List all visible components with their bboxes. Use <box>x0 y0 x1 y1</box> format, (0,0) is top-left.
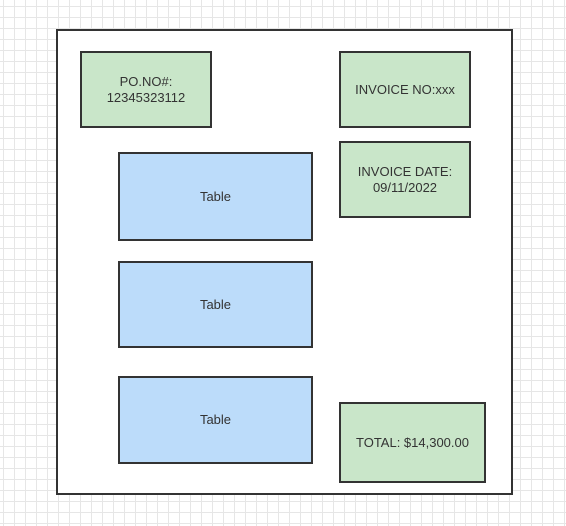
table-block-1[interactable]: Table <box>118 152 313 241</box>
invoice-date-label: INVOICE DATE: 09/11/2022 <box>357 163 453 195</box>
table-block-label: Table <box>199 188 232 204</box>
total-label: TOTAL: $14,300.00 <box>356 434 469 450</box>
invoice-number-box[interactable]: INVOICE NO:xxx <box>339 51 471 128</box>
invoice-date-box[interactable]: INVOICE DATE: 09/11/2022 <box>339 141 471 218</box>
total-box[interactable]: TOTAL: $14,300.00 <box>339 402 486 483</box>
table-block-2[interactable]: Table <box>118 261 313 348</box>
table-block-3[interactable]: Table <box>118 376 313 464</box>
invoice-number-label: INVOICE NO:xxx <box>355 81 455 97</box>
po-number-label: PO.NO#: 12345323112 <box>106 73 186 105</box>
table-block-label: Table <box>199 296 232 312</box>
table-block-label: Table <box>199 412 232 427</box>
po-number-box[interactable]: PO.NO#: 12345323112 <box>80 51 212 128</box>
